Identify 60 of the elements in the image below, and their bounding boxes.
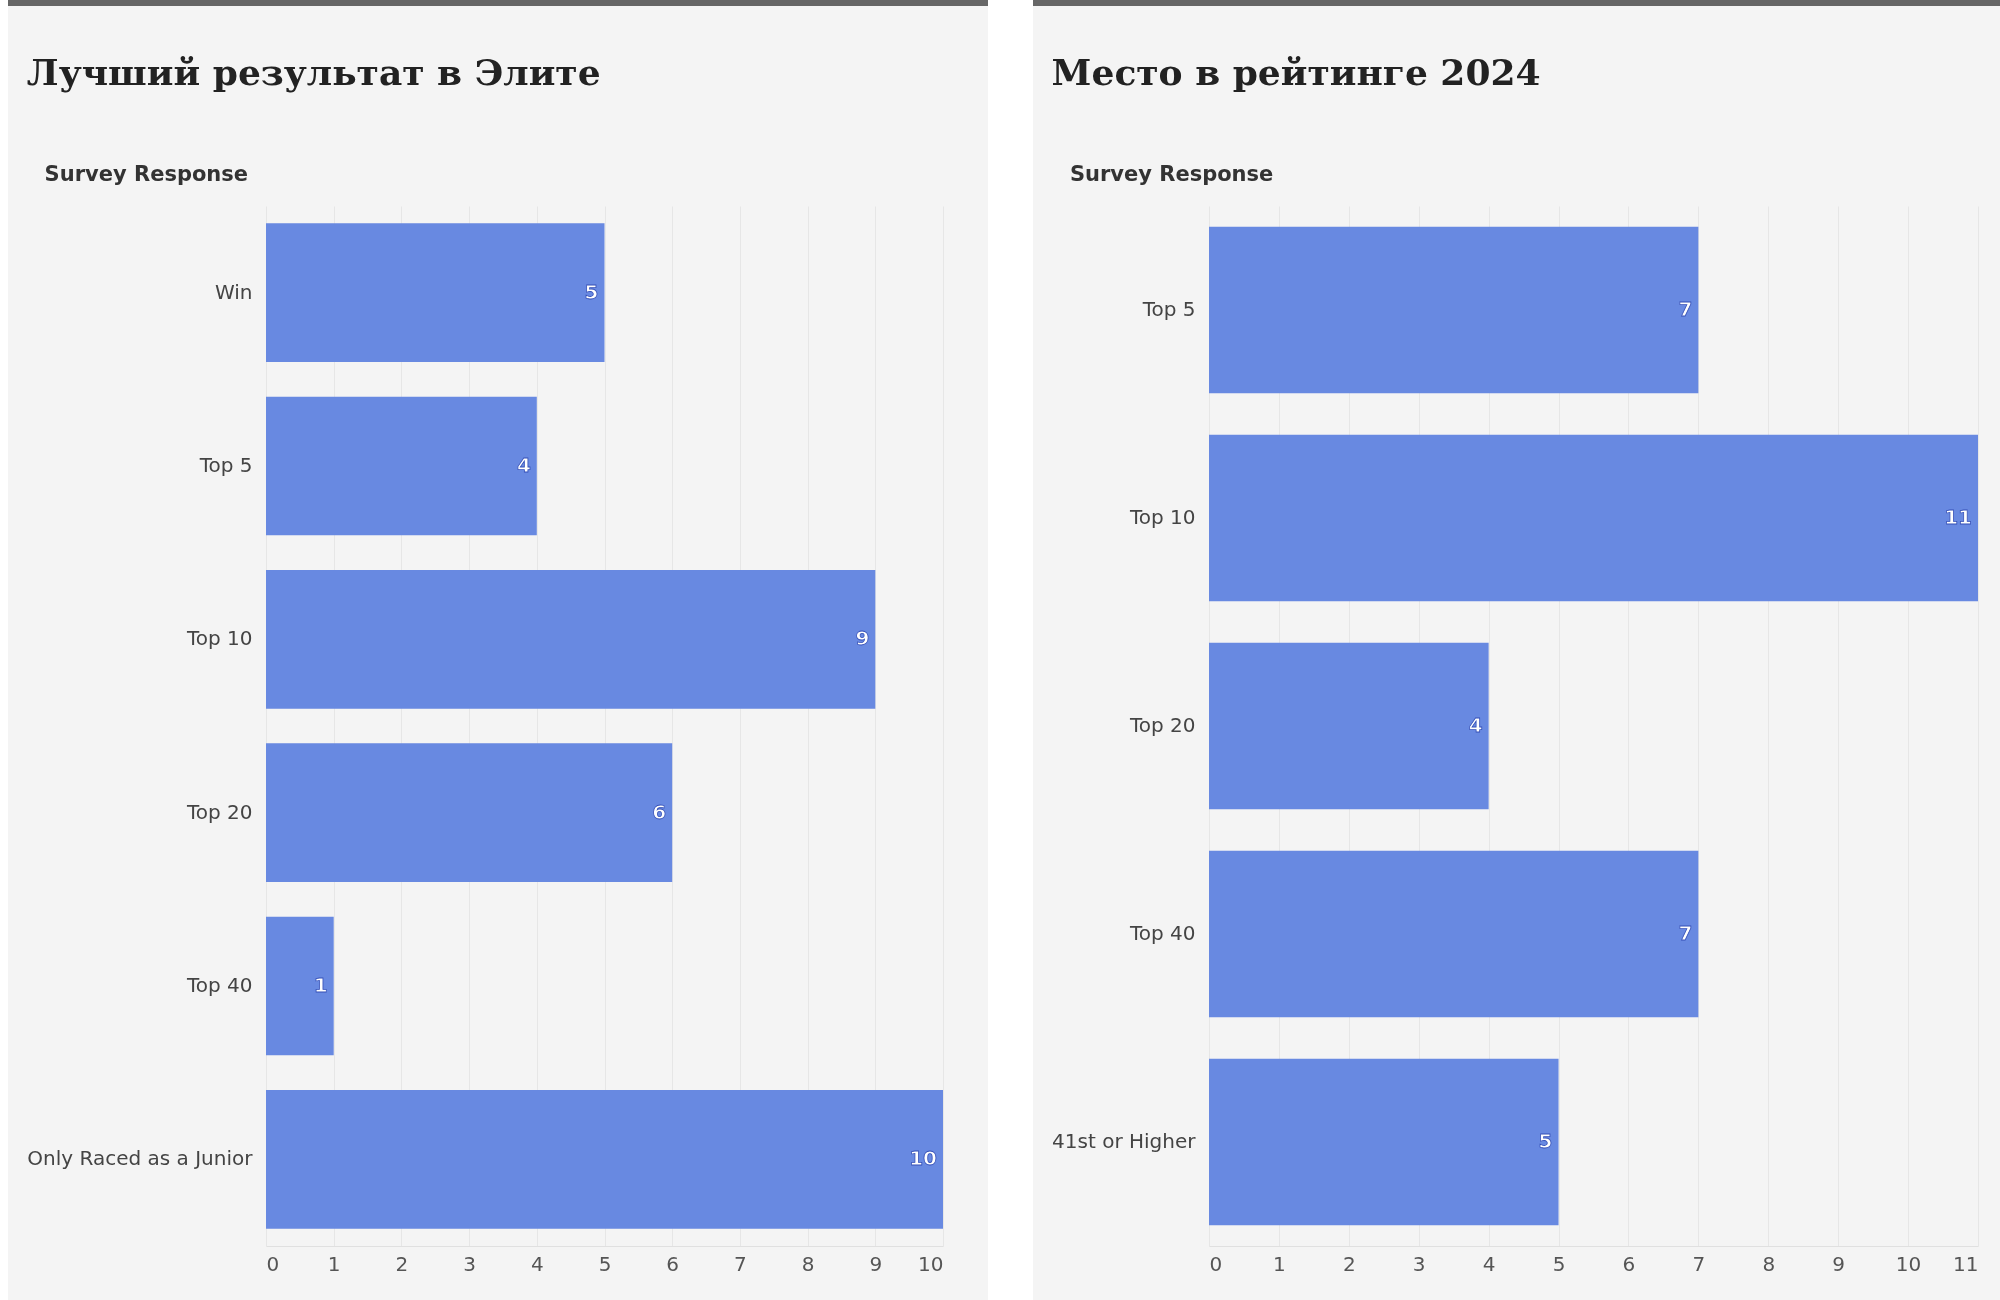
chart-title: Лучший результат в Элите: [26, 51, 601, 93]
x-tick-label: 2: [1342, 1251, 1356, 1276]
y-tick-label: Top 10: [185, 626, 253, 651]
data-label: 6: [652, 799, 667, 824]
data-label: 11: [1944, 505, 1972, 529]
data-label: 4: [1468, 713, 1483, 737]
x-tick-label: 3: [463, 1251, 476, 1276]
y-axis-title: Survey Response: [44, 161, 249, 186]
bar: [266, 396, 537, 536]
y-tick-label: 41st or Higher: [1052, 1129, 1197, 1153]
x-tick-label: 11: [1953, 1251, 1979, 1276]
y-tick-label: Top 5: [198, 453, 253, 477]
bar: [1209, 850, 1699, 1018]
bar: [266, 1090, 943, 1229]
bar: [266, 223, 605, 362]
bar: [266, 916, 334, 1056]
data-label: 7: [1678, 921, 1693, 945]
x-tick-label: 9: [869, 1251, 883, 1276]
bar: [266, 743, 673, 882]
y-tick-label: Top 5: [1141, 297, 1196, 321]
y-axis-title: Survey Response: [1069, 161, 1274, 186]
data-label: 5: [1538, 1129, 1553, 1153]
x-tick-label: 3: [1412, 1251, 1426, 1276]
x-tick-label: 5: [1552, 1251, 1566, 1276]
bar: [1209, 226, 1699, 394]
bar: [1209, 434, 1978, 602]
y-tick-label: Top 10: [1128, 505, 1196, 529]
x-tick-label: 10: [1895, 1251, 1922, 1276]
chart-title: Место в рейтинге 2024: [1051, 51, 1541, 93]
y-tick-label: Only Raced as a Junior: [27, 1146, 254, 1171]
data-label: 7: [1678, 297, 1693, 321]
x-tick-label: 8: [1762, 1251, 1776, 1276]
x-tick-label: 4: [530, 1251, 544, 1276]
y-tick-label: Top 20: [1128, 713, 1196, 737]
data-label: 1: [313, 973, 328, 997]
data-label: 5: [584, 279, 599, 304]
y-tick-label: Top 40: [185, 973, 253, 997]
x-tick-label: 1: [1273, 1251, 1286, 1276]
data-label: 9: [855, 626, 870, 651]
x-tick-label: 4: [1482, 1251, 1496, 1276]
x-tick-label: 8: [801, 1251, 815, 1276]
x-tick-label: 0: [1209, 1251, 1223, 1276]
x-tick-label: 7: [1692, 1251, 1706, 1276]
x-tick-label: 5: [598, 1251, 612, 1276]
data-label: 4: [516, 453, 531, 477]
x-tick-label: 10: [918, 1251, 944, 1276]
x-tick-label: 1: [327, 1251, 341, 1276]
y-tick-label: Win: [214, 279, 253, 304]
x-tick-label: 6: [666, 1251, 680, 1276]
x-tick-label: 7: [734, 1251, 747, 1276]
x-tick-label: 6: [1622, 1251, 1636, 1276]
y-tick-label: Top 40: [1128, 921, 1196, 945]
x-tick-label: 2: [395, 1251, 409, 1276]
x-tick-label: 9: [1832, 1251, 1846, 1276]
y-tick-label: Top 20: [185, 799, 253, 824]
data-label: 10: [909, 1146, 937, 1171]
bar: [1209, 642, 1489, 810]
bar: [1209, 1058, 1559, 1226]
x-tick-label: 0: [266, 1251, 280, 1276]
bar: [266, 570, 876, 709]
